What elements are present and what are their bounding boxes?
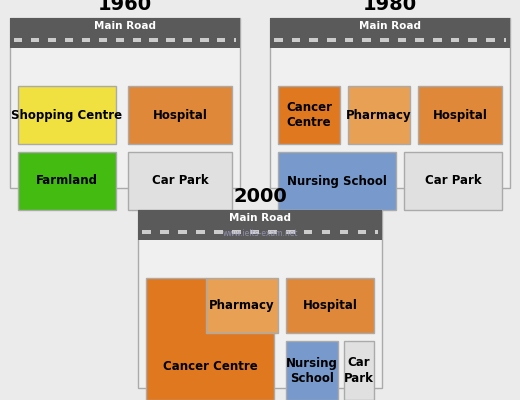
Text: Car
Park: Car Park [344, 356, 374, 384]
Text: Shopping Centre: Shopping Centre [11, 108, 123, 122]
Text: Car Park: Car Park [152, 174, 209, 188]
Text: 1980: 1980 [363, 0, 417, 14]
Text: Main Road: Main Road [229, 214, 291, 223]
Text: Pharmacy: Pharmacy [209, 299, 275, 312]
Text: Hospital: Hospital [303, 299, 357, 312]
Text: Hospital: Hospital [152, 108, 207, 122]
Text: Cancer Centre: Cancer Centre [163, 360, 257, 373]
Text: Nursing School: Nursing School [287, 174, 387, 188]
Text: Farmland: Farmland [36, 174, 98, 188]
Text: Main Road: Main Road [359, 21, 421, 31]
Text: 2000: 2000 [233, 187, 287, 206]
Text: Main Road: Main Road [94, 21, 156, 31]
Text: Nursing
School: Nursing School [286, 356, 338, 384]
Text: 1960: 1960 [98, 0, 152, 14]
Text: Pharmacy: Pharmacy [346, 108, 412, 122]
Text: Car Park: Car Park [425, 174, 482, 188]
Text: Hospital: Hospital [433, 108, 487, 122]
Text: www.ielts-exam.net: www.ielts-exam.net [222, 229, 298, 238]
Text: Cancer
Centre: Cancer Centre [286, 101, 332, 129]
